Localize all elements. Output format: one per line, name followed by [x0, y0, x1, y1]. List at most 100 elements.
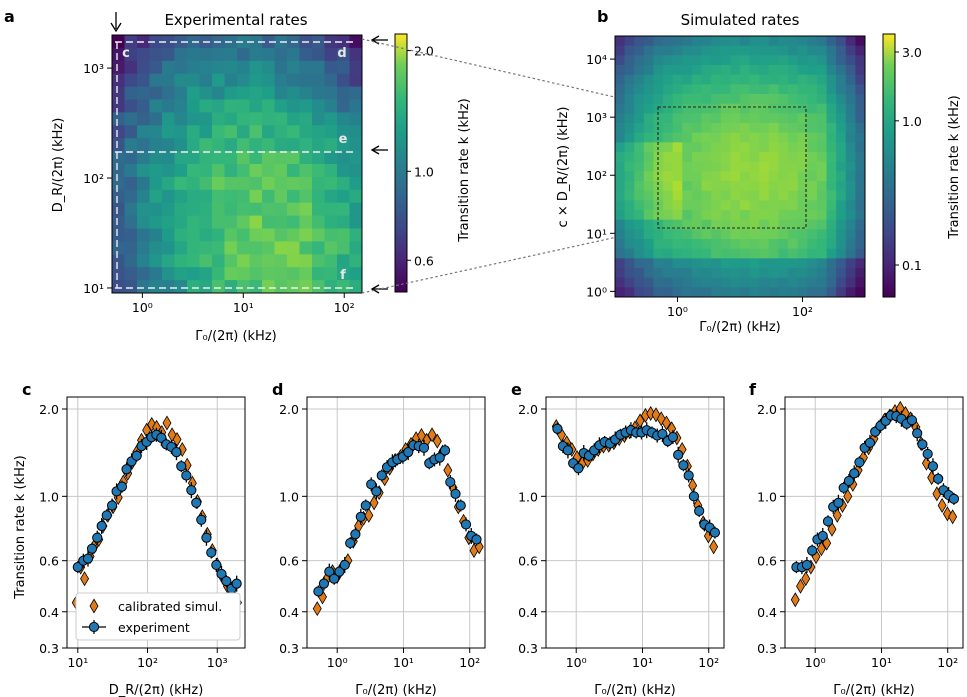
heatmap-b-cell: [730, 171, 741, 182]
heatmap-b-cell: [643, 132, 654, 143]
heatmap-a-cell: [149, 254, 163, 268]
heatmap-b-cell: [845, 152, 856, 163]
heatmap-b-cell: [826, 181, 837, 192]
heatmap-b-cell: [615, 268, 626, 279]
exp-point: [673, 446, 684, 463]
heatmap-a-cell: [124, 99, 138, 113]
heatmap-a-cell: [274, 99, 288, 113]
heatmap-a-cell: [237, 125, 250, 139]
heatmap-b-cell: [749, 103, 760, 114]
heatmap-b-cell: [701, 74, 712, 85]
heatmap-a-cell: [124, 189, 138, 204]
heatmap-a-cell: [137, 112, 150, 126]
heatmap-a-cell: [312, 86, 325, 100]
sim-point: [177, 441, 187, 458]
heatmap-b-cell: [816, 200, 828, 211]
heatmap-a-cell: [162, 112, 175, 126]
heatmap-a-cell: [124, 215, 138, 229]
heatmap-a-cell: [299, 215, 313, 229]
heatmap-b-cell: [711, 74, 722, 85]
exp-point: [350, 527, 361, 542]
heatmap-b-cell: [855, 123, 866, 134]
zoom-connector-lines: [361, 38, 659, 294]
heatmap-b-cell: [816, 210, 828, 221]
heatmap-a-cell: [274, 112, 288, 126]
heatmap-b-cell: [730, 94, 741, 105]
heatmap-a-cell: [349, 112, 363, 126]
exp-point: [678, 459, 689, 472]
exp-point: [455, 499, 466, 512]
heatmap-b-cell: [634, 161, 645, 172]
heatmap-a-cell: [324, 241, 338, 255]
heatmap-b-cell: [643, 181, 654, 192]
exp-point: [201, 529, 212, 546]
heatmap-b-cell: [730, 103, 741, 114]
heatmap-b-cell: [701, 123, 712, 134]
heatmap-b-cell: [691, 277, 703, 288]
heatmap-b-cell: [845, 55, 856, 66]
heatmap-a-cell: [224, 241, 238, 255]
heatmap-a-cell: [174, 280, 188, 294]
exp-point: [376, 469, 387, 482]
heatmap-b-cell: [682, 74, 693, 85]
heatmap-a-cell: [174, 138, 188, 152]
heatmap-a-cell: [287, 215, 300, 229]
heatmap-b-cell: [643, 74, 654, 85]
heatmap-a-cell: [212, 138, 225, 152]
heatmap-b-cell: [634, 229, 645, 240]
heatmap-b-cell: [826, 74, 837, 85]
heatmap-a-cell: [274, 202, 288, 217]
heatmap-b-cell: [740, 161, 751, 172]
heatmap-b-cell: [643, 190, 654, 201]
heatmap-a-cell: [149, 280, 163, 294]
heatmap-a-cell: [337, 138, 350, 152]
heatmap-b-cell: [663, 152, 674, 163]
heatmap-a-cell: [324, 189, 338, 204]
heatmap-a-cell: [224, 112, 238, 126]
heatmap-b-cell: [740, 229, 751, 240]
exp-point: [221, 575, 232, 588]
heatmap-a-cell: [137, 86, 150, 100]
heatmap-b-cell: [816, 142, 828, 153]
heatmap-b-cell: [759, 239, 770, 250]
heatmap-a-cell: [224, 60, 238, 75]
heatmap-b-cell: [615, 219, 626, 230]
exp-point: [807, 544, 818, 557]
heatmap-b-cell: [836, 258, 847, 269]
heatmap-b-cell: [807, 268, 818, 279]
heatmap-b-cell: [653, 94, 664, 105]
heatmap-b-cell: [643, 161, 654, 172]
heatmap-b-cell: [816, 113, 828, 124]
heatmap-b-cell: [816, 103, 828, 114]
heatmap-b-cell: [624, 132, 635, 143]
ytick-label: 0.6: [39, 554, 59, 569]
heatmap-b-cell: [730, 84, 741, 95]
heatmap-b-cell: [615, 277, 626, 288]
exp-point: [694, 505, 705, 518]
heatmap-a-cell: [112, 47, 125, 62]
heatmap-b-cell: [624, 142, 635, 153]
heatmap-b-cell: [672, 132, 683, 143]
exp-point: [366, 477, 377, 492]
heatmap-b-cell: [672, 229, 683, 240]
heatmap-b-cell: [720, 142, 731, 153]
heatmap-b-cell: [788, 210, 799, 221]
colorbar-b-label: Transition rate k (kHz): [947, 95, 962, 239]
heatmap-b-cell: [624, 277, 635, 288]
heatmap-b-cell: [615, 142, 626, 153]
heatmap-a-cell: [112, 215, 125, 229]
heatmap-b-cell: [682, 219, 693, 230]
heatmap-b-cell: [720, 190, 731, 201]
heatmap-a-cell: [124, 86, 138, 100]
heatmap-a-cell: [137, 176, 150, 191]
heatmap-b-cell: [845, 248, 856, 259]
heatmap-b-cell: [778, 239, 789, 250]
heatmap-b-cell: [691, 210, 703, 221]
heatmap-b-ytick-label: 10³: [586, 110, 607, 125]
heatmap-a-cell: [199, 125, 213, 139]
heatmap-b-cell: [797, 45, 808, 56]
heatmap-b-ytick-label: 10²: [586, 168, 607, 183]
heatmap-b-cell: [682, 132, 693, 143]
heatmap-b-cell: [788, 113, 799, 124]
heatmap-a-cell: [112, 60, 125, 75]
